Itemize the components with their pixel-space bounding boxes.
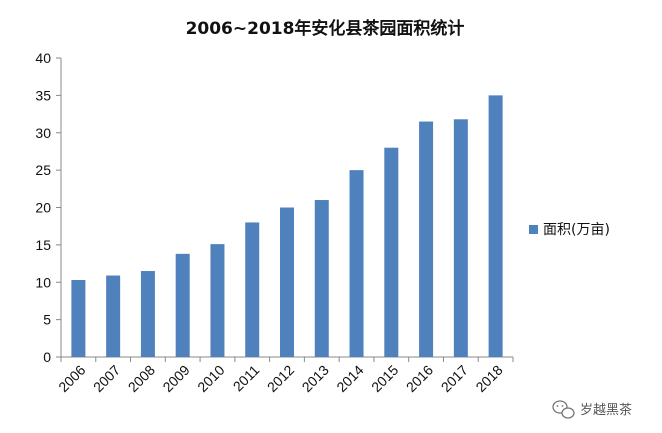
x-tick-label: 2018 xyxy=(472,362,505,395)
x-tick-label: 2006 xyxy=(55,362,88,395)
chart-title: 2006~2018年安化县茶园面积统计 xyxy=(186,18,465,39)
bar-2018 xyxy=(488,95,503,357)
x-tick-label: 2013 xyxy=(299,362,332,395)
legend-swatch xyxy=(529,225,538,234)
x-tick-label: 2009 xyxy=(159,362,192,395)
x-tick-label: 2015 xyxy=(368,362,401,395)
y-tick-label: 0 xyxy=(43,349,51,365)
bar-2012 xyxy=(280,207,294,357)
y-axis: 0 5 10 15 20 25 30 35 40 xyxy=(35,50,62,365)
y-tick-label: 35 xyxy=(35,87,51,103)
x-tick-label: 2008 xyxy=(125,362,158,395)
x-tick-label: 2016 xyxy=(403,362,436,395)
bar-2013 xyxy=(314,200,329,357)
y-tick-label: 10 xyxy=(35,274,51,290)
bar-2017 xyxy=(453,119,468,357)
x-tick-label: 2017 xyxy=(438,362,471,395)
y-tick-label: 5 xyxy=(43,312,51,328)
x-tick-label: 2010 xyxy=(194,362,227,395)
legend: 面积(万亩) xyxy=(529,221,610,238)
x-axis: 2006 2007 2008 2009 2010 2011 2012 2013 2014 2015… xyxy=(55,356,514,395)
x-tick-label: 2007 xyxy=(90,362,123,395)
bar-2008 xyxy=(140,271,155,357)
x-tick-label: 2014 xyxy=(333,362,366,395)
watermark-text: 岁越黑茶 xyxy=(580,402,632,418)
y-tick-label: 40 xyxy=(35,50,51,66)
bars xyxy=(71,95,503,357)
y-tick-label: 15 xyxy=(35,237,51,253)
bar-2014 xyxy=(349,170,364,357)
wechat-icon xyxy=(552,400,575,419)
legend-label: 面积(万亩) xyxy=(543,221,610,238)
bar-2016 xyxy=(419,121,434,357)
bar-2011 xyxy=(245,222,260,357)
bar-2010 xyxy=(210,244,225,357)
bar-2007 xyxy=(106,275,121,357)
x-tick-label: 2012 xyxy=(264,362,297,395)
watermark: 岁越黑茶 xyxy=(552,400,632,419)
y-tick-label: 25 xyxy=(35,162,51,178)
y-tick-label: 20 xyxy=(35,200,51,216)
x-tick-label: 2011 xyxy=(230,362,263,395)
bar-2006 xyxy=(71,280,86,357)
bar-2009 xyxy=(175,253,190,357)
bar-2015 xyxy=(384,147,399,357)
y-tick-label: 30 xyxy=(35,125,51,141)
